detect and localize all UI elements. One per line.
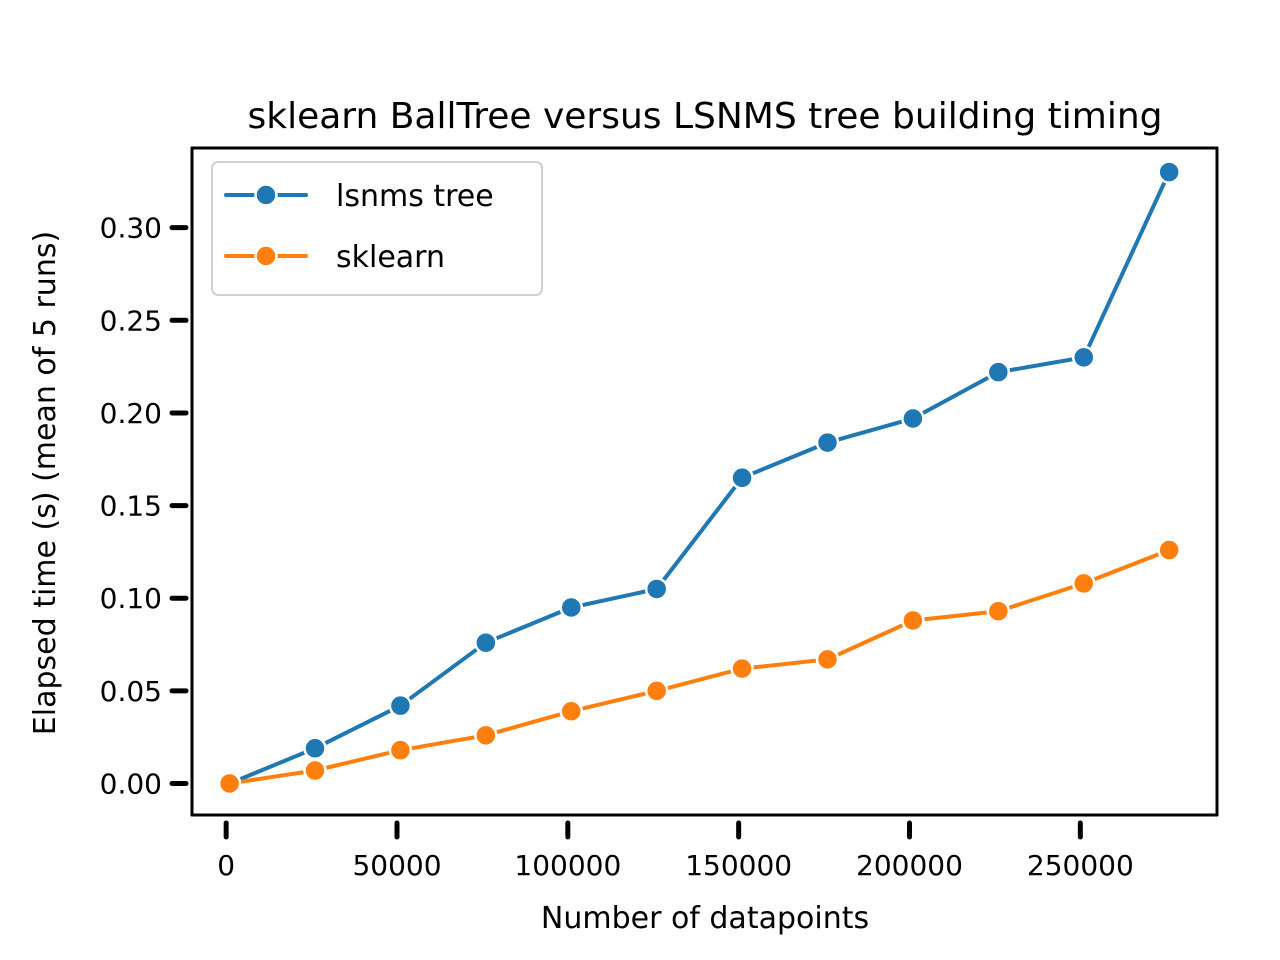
y-tick-label: 0.00: [100, 768, 162, 801]
data-point: [559, 699, 583, 723]
x-tick-label: 150000: [685, 849, 792, 882]
data-point: [1157, 538, 1181, 562]
plot-frame: [190, 146, 1219, 817]
data-point: [730, 466, 754, 490]
x-tick-label: 200000: [856, 849, 963, 882]
x-tick-label: 0: [217, 849, 235, 882]
data-point: [1072, 571, 1096, 596]
series-layer: [217, 160, 1181, 796]
x-axis-label: Number of datapoints: [541, 901, 869, 936]
chart-title: sklearn BallTree versus LSNMS tree build…: [247, 96, 1162, 137]
data-point: [644, 577, 669, 601]
data-point: [217, 771, 242, 796]
y-tick-label: 0.05: [100, 675, 162, 708]
series-line: [227, 170, 1172, 786]
data-point: [303, 758, 327, 783]
legend-label: sklearn: [336, 240, 445, 275]
data-point: [474, 723, 498, 748]
x-axis-ticks: 0 50000 100000 150000 200000 250000: [217, 820, 1134, 882]
y-tick-label: 0.25: [100, 304, 162, 337]
data-point: [388, 738, 413, 762]
data-point: [986, 360, 1011, 384]
data-point: [388, 693, 413, 718]
legend-marker: [254, 244, 278, 268]
data-point: [1072, 345, 1096, 370]
series-sklearn: [217, 538, 1181, 796]
y-tick-label: 0.15: [100, 490, 162, 523]
data-point: [730, 656, 754, 681]
x-tick-label: 100000: [514, 849, 621, 882]
data-point: [559, 595, 583, 620]
legend: lsnms tree sklearn: [211, 161, 543, 296]
y-axis-label: Elapsed time (s) (mean of 5 runs): [28, 231, 63, 735]
y-tick-label: 0.10: [100, 582, 162, 615]
x-tick-label: 250000: [1027, 849, 1134, 882]
y-axis-ticks: 0.00 0.05 0.10 0.15 0.20 0.25 0.30: [100, 212, 189, 801]
data-point: [644, 679, 669, 703]
data-point: [815, 430, 840, 455]
legend-label: lsnms tree: [336, 179, 494, 214]
data-point: [303, 736, 327, 761]
data-point: [901, 406, 925, 431]
y-tick-label: 0.30: [100, 212, 162, 245]
x-tick-label: 50000: [352, 849, 441, 882]
data-point: [1157, 160, 1181, 184]
data-point: [901, 608, 925, 633]
data-point: [815, 647, 840, 672]
y-tick-label: 0.20: [100, 397, 162, 430]
legend-marker: [254, 183, 278, 207]
series-line: [227, 548, 1172, 786]
data-point: [474, 630, 498, 655]
data-point: [986, 599, 1011, 623]
